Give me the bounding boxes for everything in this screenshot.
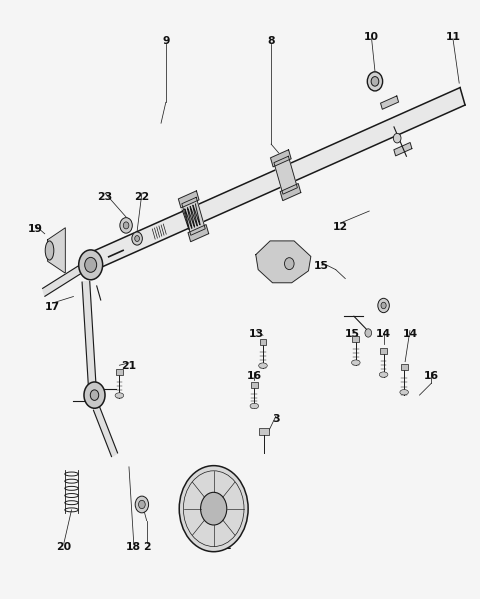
Circle shape — [367, 72, 383, 91]
Bar — [260, 339, 266, 345]
Bar — [251, 382, 258, 388]
Circle shape — [139, 500, 145, 509]
Circle shape — [378, 298, 389, 313]
Circle shape — [120, 217, 132, 233]
Text: 16: 16 — [424, 371, 439, 381]
Ellipse shape — [379, 372, 388, 377]
Circle shape — [123, 222, 129, 229]
Circle shape — [371, 77, 379, 86]
Text: 20: 20 — [56, 542, 72, 552]
Circle shape — [365, 329, 372, 337]
Polygon shape — [43, 257, 95, 297]
Bar — [352, 336, 359, 342]
Polygon shape — [82, 281, 96, 392]
Polygon shape — [394, 143, 412, 156]
Polygon shape — [271, 150, 291, 167]
Circle shape — [179, 465, 248, 552]
Polygon shape — [94, 407, 118, 456]
Circle shape — [393, 134, 401, 143]
Polygon shape — [179, 191, 199, 208]
Text: 11: 11 — [445, 32, 460, 41]
Text: 1: 1 — [224, 541, 232, 550]
Circle shape — [84, 382, 105, 409]
Bar — [116, 369, 123, 375]
Circle shape — [90, 390, 99, 400]
Text: 15: 15 — [345, 329, 360, 339]
Text: 17: 17 — [45, 302, 60, 311]
Circle shape — [84, 258, 96, 273]
Polygon shape — [182, 197, 205, 235]
Text: 23: 23 — [97, 192, 113, 202]
Text: 16: 16 — [247, 371, 262, 381]
Text: 14: 14 — [376, 329, 391, 339]
Bar — [259, 428, 269, 435]
Ellipse shape — [45, 241, 54, 260]
Circle shape — [285, 258, 294, 270]
Polygon shape — [256, 241, 311, 283]
Ellipse shape — [400, 389, 408, 395]
Circle shape — [79, 250, 103, 280]
Text: 13: 13 — [249, 329, 264, 339]
Text: 8: 8 — [267, 37, 275, 46]
Text: 12: 12 — [333, 222, 348, 232]
Text: 3: 3 — [272, 414, 280, 424]
Circle shape — [132, 232, 143, 245]
Polygon shape — [48, 228, 65, 273]
Polygon shape — [280, 183, 301, 201]
Ellipse shape — [115, 393, 124, 398]
Text: 10: 10 — [364, 32, 379, 41]
Text: 21: 21 — [121, 361, 136, 371]
Text: 2: 2 — [143, 542, 151, 552]
Circle shape — [135, 235, 140, 241]
Ellipse shape — [250, 403, 259, 409]
Circle shape — [201, 492, 227, 525]
Text: 15: 15 — [314, 261, 329, 271]
Ellipse shape — [351, 360, 360, 365]
Bar — [380, 348, 387, 354]
Text: 19: 19 — [28, 224, 43, 234]
Text: 18: 18 — [126, 542, 141, 552]
Text: 14: 14 — [402, 329, 418, 339]
Circle shape — [135, 496, 149, 513]
Polygon shape — [188, 225, 209, 241]
Text: 9: 9 — [162, 37, 169, 46]
Polygon shape — [274, 156, 298, 194]
Polygon shape — [381, 96, 398, 109]
Bar — [401, 364, 408, 370]
Ellipse shape — [259, 363, 267, 368]
Polygon shape — [92, 87, 465, 270]
Circle shape — [381, 302, 386, 308]
Text: 22: 22 — [134, 192, 149, 202]
